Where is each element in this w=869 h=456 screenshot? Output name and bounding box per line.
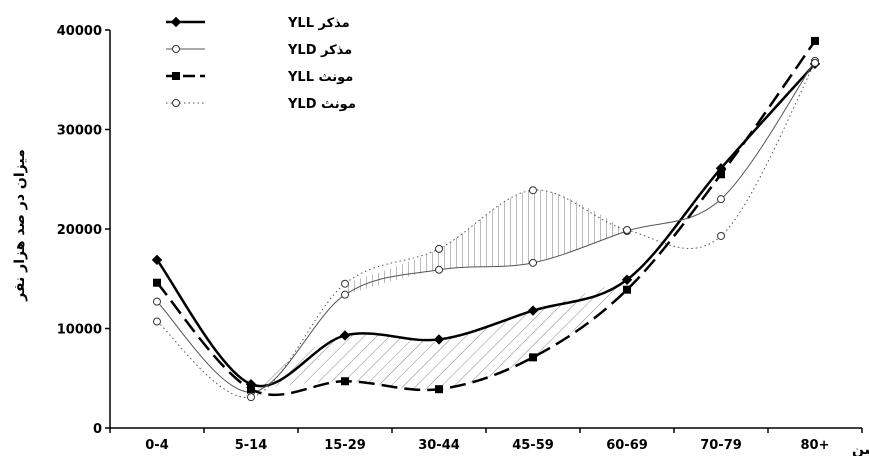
data-point	[341, 290, 349, 299]
yld-gap-hatch	[345, 190, 627, 295]
x-tick-label: 80+	[801, 438, 830, 453]
data-point	[435, 385, 443, 394]
data-point	[433, 334, 445, 345]
data-point	[341, 279, 349, 288]
data-point	[339, 330, 351, 341]
x-tick-label: 45-59	[512, 438, 554, 453]
x-tick-label: 70-79	[700, 438, 742, 453]
data-point	[527, 305, 539, 316]
data-point	[717, 195, 725, 204]
x-tick-label: 30-44	[418, 438, 460, 453]
data-point	[811, 36, 819, 45]
data-point	[172, 45, 180, 53]
y-tick-label: 30000	[57, 124, 102, 139]
y-tick-label: 40000	[57, 24, 102, 39]
data-point	[170, 16, 182, 28]
y-tick-label: 10000	[57, 323, 102, 338]
x-axis-label: سن	[852, 442, 869, 456]
legend-label: مونث YLL	[287, 70, 353, 85]
x-tick-label: 5-14	[235, 438, 268, 453]
y-axis-label: میزان در صد هزار نفر	[12, 149, 28, 302]
hatched-gap-areas	[251, 190, 627, 391]
y-tick-label: 20000	[57, 223, 102, 238]
yll-gap-hatch	[251, 279, 627, 391]
data-point	[811, 58, 819, 67]
x-tick-label: 0-4	[145, 438, 169, 453]
legend-label: مذکر YLD	[287, 43, 352, 58]
legend: مذکر YLL مذکر YLD مونث YLL مونث YLD	[166, 16, 356, 112]
data-point	[623, 285, 631, 294]
legend-label: مذکر YLL	[287, 16, 350, 31]
data-point	[717, 231, 725, 240]
data-point	[341, 377, 349, 386]
x-tick-label: 15-29	[324, 438, 366, 453]
axes: 0 10000 20000 30000 40000 0-4 5-14 15-29 30-44 45…	[57, 24, 863, 453]
data-point	[151, 254, 163, 266]
series-3	[153, 58, 819, 402]
data-point	[153, 297, 161, 306]
data-point	[153, 317, 161, 326]
data-point	[621, 274, 633, 285]
data-point	[529, 186, 537, 195]
data-point	[717, 170, 725, 179]
legend-label: مونث YLD	[287, 97, 356, 112]
data-point	[435, 265, 443, 274]
series-layer	[151, 36, 821, 402]
data-point	[153, 278, 161, 287]
data-point	[172, 99, 180, 107]
data-point	[529, 258, 537, 267]
data-point	[435, 244, 443, 253]
series-2	[153, 36, 819, 397]
y-tick-label: 0	[93, 422, 102, 437]
x-tick-label: 60-69	[606, 438, 648, 453]
data-point	[172, 72, 180, 80]
data-point	[529, 353, 537, 362]
data-point	[623, 225, 631, 234]
data-point	[247, 393, 255, 402]
data-point	[247, 385, 255, 394]
